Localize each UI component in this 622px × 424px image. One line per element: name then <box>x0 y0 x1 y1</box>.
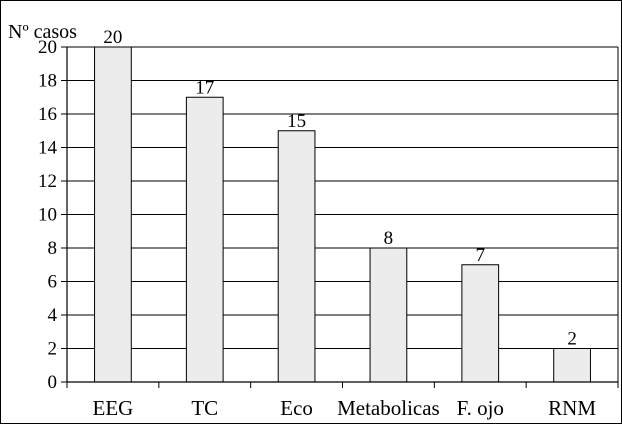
y-axis-label: Nº casos <box>8 21 77 43</box>
data-label: 17 <box>195 77 214 98</box>
y-tick-label: 2 <box>48 339 58 360</box>
bar-rnm <box>553 348 591 383</box>
bar-eco <box>277 130 316 383</box>
bars <box>94 46 591 383</box>
x-tick-label: TC <box>191 396 218 420</box>
y-tick-label: 18 <box>38 71 57 92</box>
x-tick-label: EEG <box>93 396 134 420</box>
data-label: 2 <box>567 329 577 350</box>
data-label: 15 <box>287 111 306 132</box>
x-tick-label: RNM <box>548 396 596 420</box>
y-tick-label: 4 <box>48 305 58 326</box>
data-label: 7 <box>476 245 486 266</box>
data-label: 8 <box>384 228 394 249</box>
y-axis-ticks: 0 2 4 6 8 10 12 14 16 18 20 <box>38 37 67 393</box>
bar-tc <box>185 96 224 383</box>
x-tick-label: Metabolicas <box>337 396 440 420</box>
gridlines <box>67 46 618 349</box>
x-axis-ticks: EEG TC Eco Metabolicas F. ojo RNM <box>66 382 619 420</box>
bar-eeg <box>94 46 132 383</box>
bar-metabolicas <box>369 247 408 383</box>
y-tick-label: 10 <box>38 205 57 226</box>
y-tick-label: 8 <box>48 238 58 259</box>
y-tick-label: 6 <box>48 272 58 293</box>
y-tick-label: 16 <box>38 104 57 125</box>
y-tick-label: 14 <box>38 138 58 159</box>
x-tick-label: F. ojo <box>457 396 504 420</box>
data-label: 20 <box>103 27 122 48</box>
y-tick-label: 0 <box>48 372 58 393</box>
bar-f-ojo <box>461 264 500 383</box>
y-tick-label: 12 <box>38 171 57 192</box>
x-tick-label: Eco <box>280 396 313 420</box>
y-tick-label: 20 <box>38 37 57 58</box>
data-labels: 20 17 15 8 7 2 <box>103 27 576 350</box>
